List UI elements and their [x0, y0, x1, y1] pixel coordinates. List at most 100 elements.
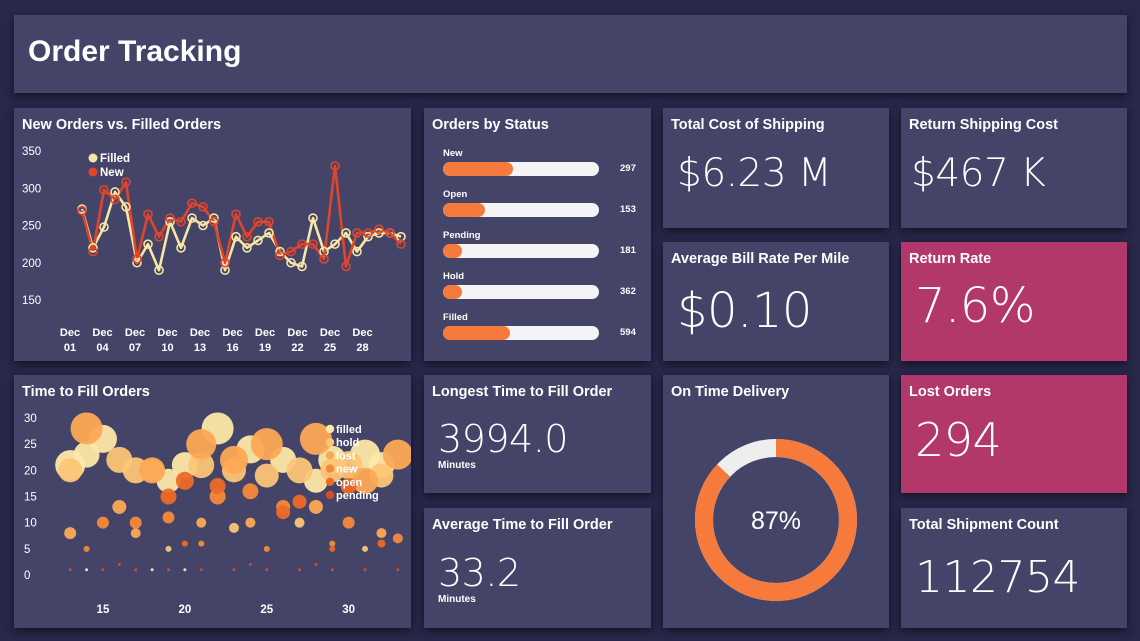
bubble-pending	[199, 568, 203, 572]
time-to-fill-panel: Time to Fill Orders 30 25 20 15 10 5 0 15 20 25 30…	[14, 375, 411, 628]
series-point-new	[220, 257, 230, 268]
x-tick-label-day: 07	[129, 342, 141, 354]
x-tick-label-day: 25	[324, 342, 336, 354]
total-cost-panel: Total Cost of Shipping $6.23 M	[663, 108, 889, 228]
donut-center-label: 87%	[751, 507, 801, 535]
legend-label-lost: lost	[336, 450, 356, 462]
bubble-open	[329, 545, 336, 552]
bubble-hold	[58, 458, 83, 483]
avg-fill-unit: Minutes	[438, 594, 476, 605]
bubble-new	[342, 516, 355, 529]
avg-fill-value: 33.2	[438, 551, 521, 595]
series-point-filled	[154, 265, 164, 275]
x-tick-label: 25	[260, 604, 273, 616]
lost-orders-title: Lost Orders	[909, 384, 992, 400]
status-bar-fill	[443, 244, 462, 258]
bubble-open	[181, 540, 188, 547]
x-tick-label-day: 19	[259, 342, 271, 354]
series-point-new	[341, 261, 351, 272]
bubble-lost	[250, 428, 283, 461]
avg-fill-panel: Average Time to Fill Order 33.2 Minutes	[424, 508, 651, 628]
status-value-hold: 362	[620, 286, 636, 297]
legend-label-filled: Filled	[100, 153, 130, 165]
x-tick-label-day: 28	[356, 342, 368, 354]
y-tick-label: 300	[22, 183, 41, 195]
series-point-new	[242, 231, 252, 242]
bubble-open	[175, 471, 194, 490]
x-tick-label-day: 13	[194, 342, 206, 354]
series-point-new	[121, 177, 131, 188]
series-point-new	[176, 216, 186, 227]
status-title: Orders by Status	[432, 117, 549, 133]
series-point-new	[99, 184, 109, 195]
status-bar-fill	[443, 326, 511, 340]
bubble-lost	[376, 528, 387, 539]
series-point-filled	[264, 228, 274, 238]
status-label-open: Open	[443, 189, 468, 200]
series-point-new	[330, 161, 340, 171]
series-point-filled	[330, 239, 340, 249]
series-point-filled	[132, 257, 142, 268]
series-point-filled	[341, 228, 351, 238]
header-bar: Order Tracking	[14, 15, 1127, 93]
orders-line-chart: 350 300 250 200 150 Dec 01 Dec 04 Dec 07 Dec 10 Dec 13…	[22, 146, 406, 354]
series-point-new	[165, 213, 175, 223]
longest-fill-unit: Minutes	[438, 460, 476, 471]
series-point-filled	[209, 213, 219, 223]
x-tick-label: 15	[97, 604, 110, 616]
series-point-filled	[286, 257, 296, 268]
bubble-lost	[64, 527, 77, 540]
x-tick-label-month: Dec	[92, 327, 112, 339]
series-point-new	[77, 205, 87, 216]
bubble-pending	[166, 568, 170, 572]
y-tick-label: 20	[24, 465, 37, 477]
return-rate-value: 7.6%	[915, 278, 1035, 334]
bubble-filled	[183, 568, 187, 572]
bubble-filled	[85, 568, 89, 572]
bubble-lost	[382, 439, 411, 470]
bubble-open	[209, 478, 226, 495]
y-tick-label: 10	[24, 518, 37, 530]
bubble-pending	[232, 568, 236, 572]
avg-bill-panel: Average Bill Rate Per Mile $0.10	[663, 242, 889, 361]
bubble-new	[242, 483, 259, 500]
series-point-filled	[165, 216, 175, 227]
x-tick-label: 30	[342, 604, 355, 616]
bubble-new	[392, 533, 403, 544]
y-tick-label: 15	[24, 492, 37, 504]
legend-label-filled: filled	[336, 424, 362, 436]
status-label-hold: Hold	[443, 271, 465, 282]
series-point-new	[209, 216, 219, 227]
status-bar-track	[443, 285, 599, 299]
bubble-pending	[134, 568, 138, 572]
bubble-new	[83, 545, 90, 552]
series-point-new	[264, 216, 274, 227]
x-tick-label-month: Dec	[60, 327, 80, 339]
x-tick-label-month: Dec	[157, 327, 177, 339]
series-point-new	[88, 246, 98, 257]
y-tick-label: 0	[24, 570, 30, 582]
x-tick-label: 20	[178, 604, 191, 616]
y-tick-label: 25	[24, 439, 37, 451]
series-point-new	[308, 239, 318, 249]
bubble-hold	[362, 545, 369, 552]
series-point-new	[352, 228, 362, 238]
bubble-lost	[139, 457, 166, 484]
x-tick-label-month: Dec	[320, 327, 340, 339]
status-label-pending: Pending	[443, 230, 481, 241]
bubble-open	[340, 478, 357, 495]
orders-by-status-panel: Orders by Status New 297 Open 153 Pending 181…	[424, 108, 651, 361]
bubble-hold	[165, 545, 172, 552]
y-tick-label: 150	[22, 295, 41, 307]
status-value-open: 153	[620, 204, 636, 215]
legend-swatch-pending	[325, 490, 335, 500]
on-time-donut-chart: 87%	[695, 439, 857, 601]
bubble-pending	[363, 568, 367, 572]
bubble-hold	[229, 522, 239, 533]
shipment-count-value: 112754	[915, 552, 1080, 603]
series-point-filled	[253, 235, 263, 246]
series-point-filled	[143, 239, 153, 249]
bubble-pending	[248, 563, 252, 567]
legend-swatch-lost	[325, 451, 335, 460]
return-rate-title: Return Rate	[909, 251, 992, 267]
